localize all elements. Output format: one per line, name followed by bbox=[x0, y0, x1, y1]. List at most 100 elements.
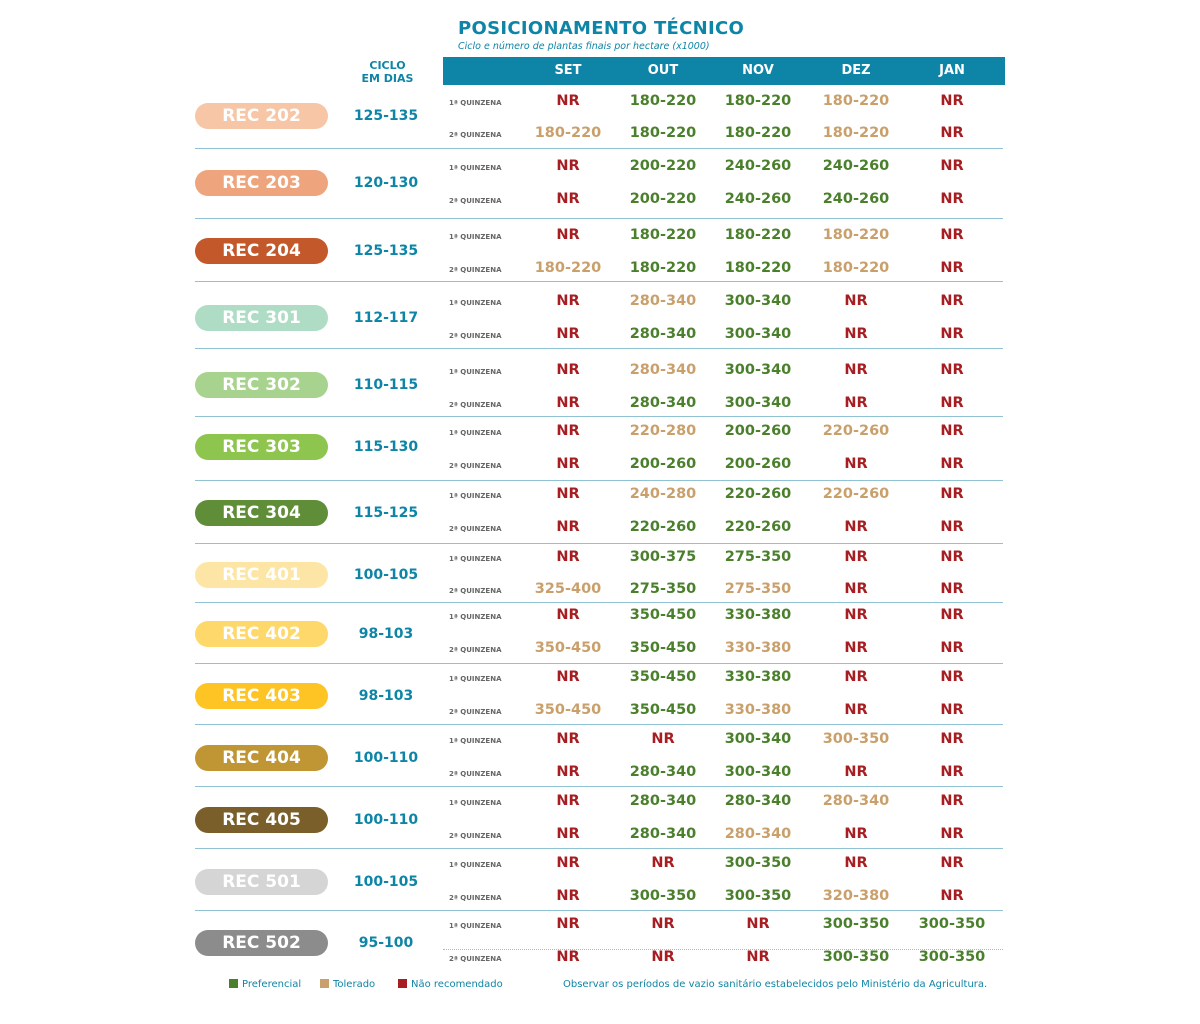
density-cell: 275-350 bbox=[724, 581, 792, 597]
row-divider bbox=[195, 480, 1003, 481]
density-cell: 300-350 bbox=[724, 855, 792, 871]
quinzena-label: 2ª QUINZENA bbox=[449, 770, 502, 778]
quinzena-label: 1ª QUINZENA bbox=[449, 861, 502, 869]
quinzena-label: 1ª QUINZENA bbox=[449, 429, 502, 437]
hybrid-pill: REC 301 bbox=[195, 305, 328, 331]
density-cell: 280-340 bbox=[629, 826, 697, 842]
row-divider bbox=[195, 416, 1003, 417]
density-cell: NR bbox=[556, 395, 580, 411]
row-divider bbox=[195, 663, 1003, 664]
density-cell: NR bbox=[556, 607, 580, 623]
density-cell: NR bbox=[556, 916, 580, 932]
density-cell: 180-220 bbox=[629, 260, 697, 276]
cycle-days: 98-103 bbox=[358, 626, 414, 642]
density-cell: 300-340 bbox=[724, 326, 792, 342]
density-cell: 330-380 bbox=[724, 669, 792, 685]
hybrid-pill: REC 204 bbox=[195, 238, 328, 264]
density-cell: 350-450 bbox=[629, 702, 697, 718]
density-cell: 180-220 bbox=[724, 227, 792, 243]
quinzena-label: 2ª QUINZENA bbox=[449, 332, 502, 340]
density-cell: NR bbox=[844, 702, 868, 718]
density-cell: 280-340 bbox=[629, 395, 697, 411]
density-cell: 280-340 bbox=[724, 793, 792, 809]
density-cell: 220-260 bbox=[822, 486, 890, 502]
density-cell: NR bbox=[844, 640, 868, 656]
density-cell: 300-375 bbox=[629, 549, 697, 565]
density-cell: NR bbox=[940, 93, 964, 109]
row-divider bbox=[195, 543, 1003, 544]
quinzena-label: 2ª QUINZENA bbox=[449, 832, 502, 840]
quinzena-label: 2ª QUINZENA bbox=[449, 131, 502, 139]
density-cell: 300-340 bbox=[724, 362, 792, 378]
density-cell: NR bbox=[556, 519, 580, 535]
quinzena-label: 2ª QUINZENA bbox=[449, 266, 502, 274]
quinzena-label: 1ª QUINZENA bbox=[449, 613, 502, 621]
density-cell: 330-380 bbox=[724, 702, 792, 718]
density-cell: NR bbox=[556, 93, 580, 109]
density-cell: NR bbox=[844, 519, 868, 535]
quinzena-label: 1ª QUINZENA bbox=[449, 675, 502, 683]
cycle-days: 100-105 bbox=[353, 874, 419, 890]
legend-item: Tolerado bbox=[320, 979, 375, 990]
density-cell: NR bbox=[556, 362, 580, 378]
density-cell: NR bbox=[556, 888, 580, 904]
row-divider bbox=[195, 724, 1003, 725]
density-cell: NR bbox=[556, 227, 580, 243]
density-cell: NR bbox=[940, 260, 964, 276]
density-cell: NR bbox=[940, 764, 964, 780]
row-divider bbox=[195, 848, 1003, 849]
ciclo-header-line-1: CICLO bbox=[369, 59, 406, 72]
density-cell: NR bbox=[556, 949, 580, 965]
density-cell: NR bbox=[940, 793, 964, 809]
density-cell: NR bbox=[556, 456, 580, 472]
density-cell: NR bbox=[556, 669, 580, 685]
legend-item: Preferencial bbox=[229, 979, 301, 990]
density-cell: NR bbox=[844, 326, 868, 342]
cycle-days: 98-103 bbox=[358, 688, 414, 704]
quinzena-label: 2ª QUINZENA bbox=[449, 197, 502, 205]
hybrid-pill: REC 404 bbox=[195, 745, 328, 771]
density-cell: NR bbox=[940, 669, 964, 685]
density-cell: NR bbox=[940, 395, 964, 411]
page-subtitle: Ciclo e número de plantas finais por hec… bbox=[458, 41, 710, 52]
row-divider bbox=[195, 218, 1003, 219]
cycle-days: 110-115 bbox=[353, 377, 419, 393]
density-cell: 200-260 bbox=[629, 456, 697, 472]
hybrid-pill: REC 303 bbox=[195, 434, 328, 460]
density-cell: NR bbox=[556, 293, 580, 309]
density-cell: 180-220 bbox=[822, 93, 890, 109]
density-cell: NR bbox=[556, 549, 580, 565]
density-cell: 180-220 bbox=[629, 125, 697, 141]
density-cell: 280-340 bbox=[629, 293, 697, 309]
hybrid-pill: REC 302 bbox=[195, 372, 328, 398]
density-cell: NR bbox=[556, 423, 580, 439]
density-cell: NR bbox=[940, 326, 964, 342]
quinzena-label: 1ª QUINZENA bbox=[449, 922, 502, 930]
cycle-days: 115-125 bbox=[353, 505, 419, 521]
cycle-days: 100-110 bbox=[353, 812, 419, 828]
density-cell: 350-450 bbox=[629, 607, 697, 623]
density-cell: NR bbox=[844, 764, 868, 780]
density-cell: 330-380 bbox=[724, 640, 792, 656]
density-cell: 300-350 bbox=[918, 949, 986, 965]
quinzena-label: 1ª QUINZENA bbox=[449, 799, 502, 807]
quinzena-label: 2ª QUINZENA bbox=[449, 462, 502, 470]
quinzena-label: 1ª QUINZENA bbox=[449, 233, 502, 241]
hybrid-pill: REC 401 bbox=[195, 562, 328, 588]
cycle-days: 120-130 bbox=[353, 175, 419, 191]
density-cell: NR bbox=[844, 456, 868, 472]
density-cell: NR bbox=[844, 607, 868, 623]
density-cell: 180-220 bbox=[724, 93, 792, 109]
density-cell: NR bbox=[940, 456, 964, 472]
density-cell: NR bbox=[940, 423, 964, 439]
density-cell: 330-380 bbox=[724, 607, 792, 623]
quinzena-label: 1ª QUINZENA bbox=[449, 368, 502, 376]
quinzena-label: 1ª QUINZENA bbox=[449, 737, 502, 745]
quinzena-label: 1ª QUINZENA bbox=[449, 164, 502, 172]
density-cell: 300-340 bbox=[724, 764, 792, 780]
density-cell: 280-340 bbox=[822, 793, 890, 809]
density-cell: 180-220 bbox=[724, 125, 792, 141]
density-cell: 220-260 bbox=[724, 519, 792, 535]
density-cell: NR bbox=[556, 764, 580, 780]
density-cell: NR bbox=[746, 916, 770, 932]
